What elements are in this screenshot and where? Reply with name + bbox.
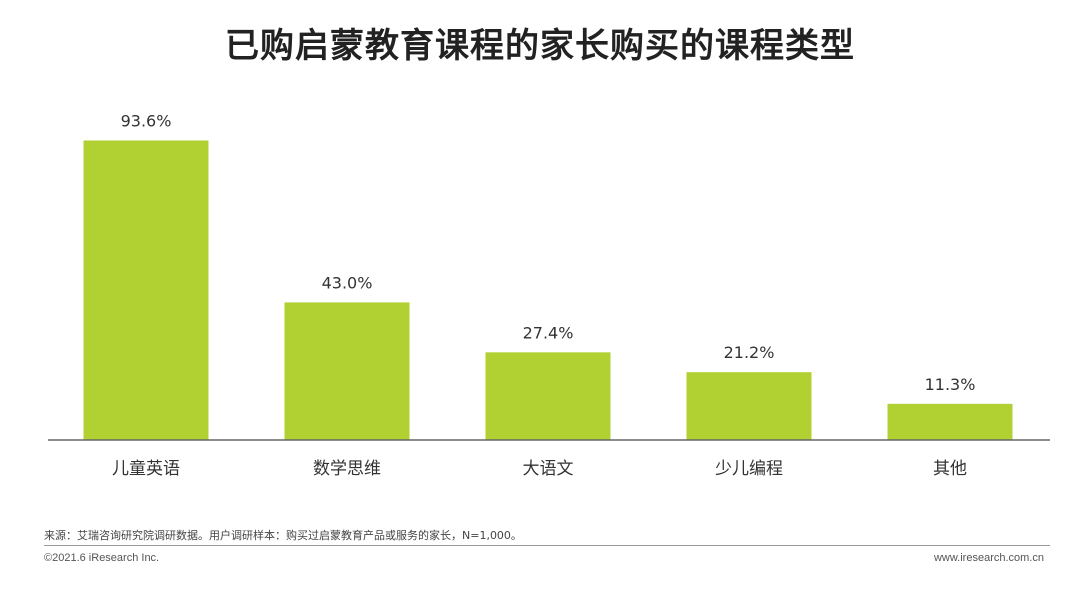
- data-label: 27.4%: [523, 323, 574, 342]
- copyright-text: ©2021.6 iResearch Inc.: [44, 552, 160, 564]
- footer-divider: [44, 545, 1050, 546]
- category-label: 少儿编程: [715, 459, 783, 479]
- data-label: 11.3%: [925, 375, 976, 394]
- chart-title: 已购启蒙教育课程的家长购买的课程类型: [225, 26, 855, 66]
- bar: [686, 372, 812, 440]
- category-label: 其他: [933, 459, 967, 479]
- data-label: 43.0%: [322, 273, 373, 292]
- bar: [83, 140, 209, 441]
- category-label: 儿童英语: [112, 459, 180, 479]
- bar: [485, 352, 611, 440]
- bar: [284, 302, 410, 440]
- category-label: 数学思维: [313, 459, 381, 479]
- source-note: 来源：艾瑞咨询研究院调研数据。用户调研样本：购买过启蒙教育产品或服务的家长，N=…: [44, 529, 522, 542]
- data-label: 21.2%: [724, 343, 775, 362]
- data-label: 93.6%: [121, 111, 172, 130]
- bar: [887, 403, 1013, 440]
- category-label: 大语文: [523, 459, 574, 479]
- website-url: www.iresearch.com.cn: [933, 552, 1044, 564]
